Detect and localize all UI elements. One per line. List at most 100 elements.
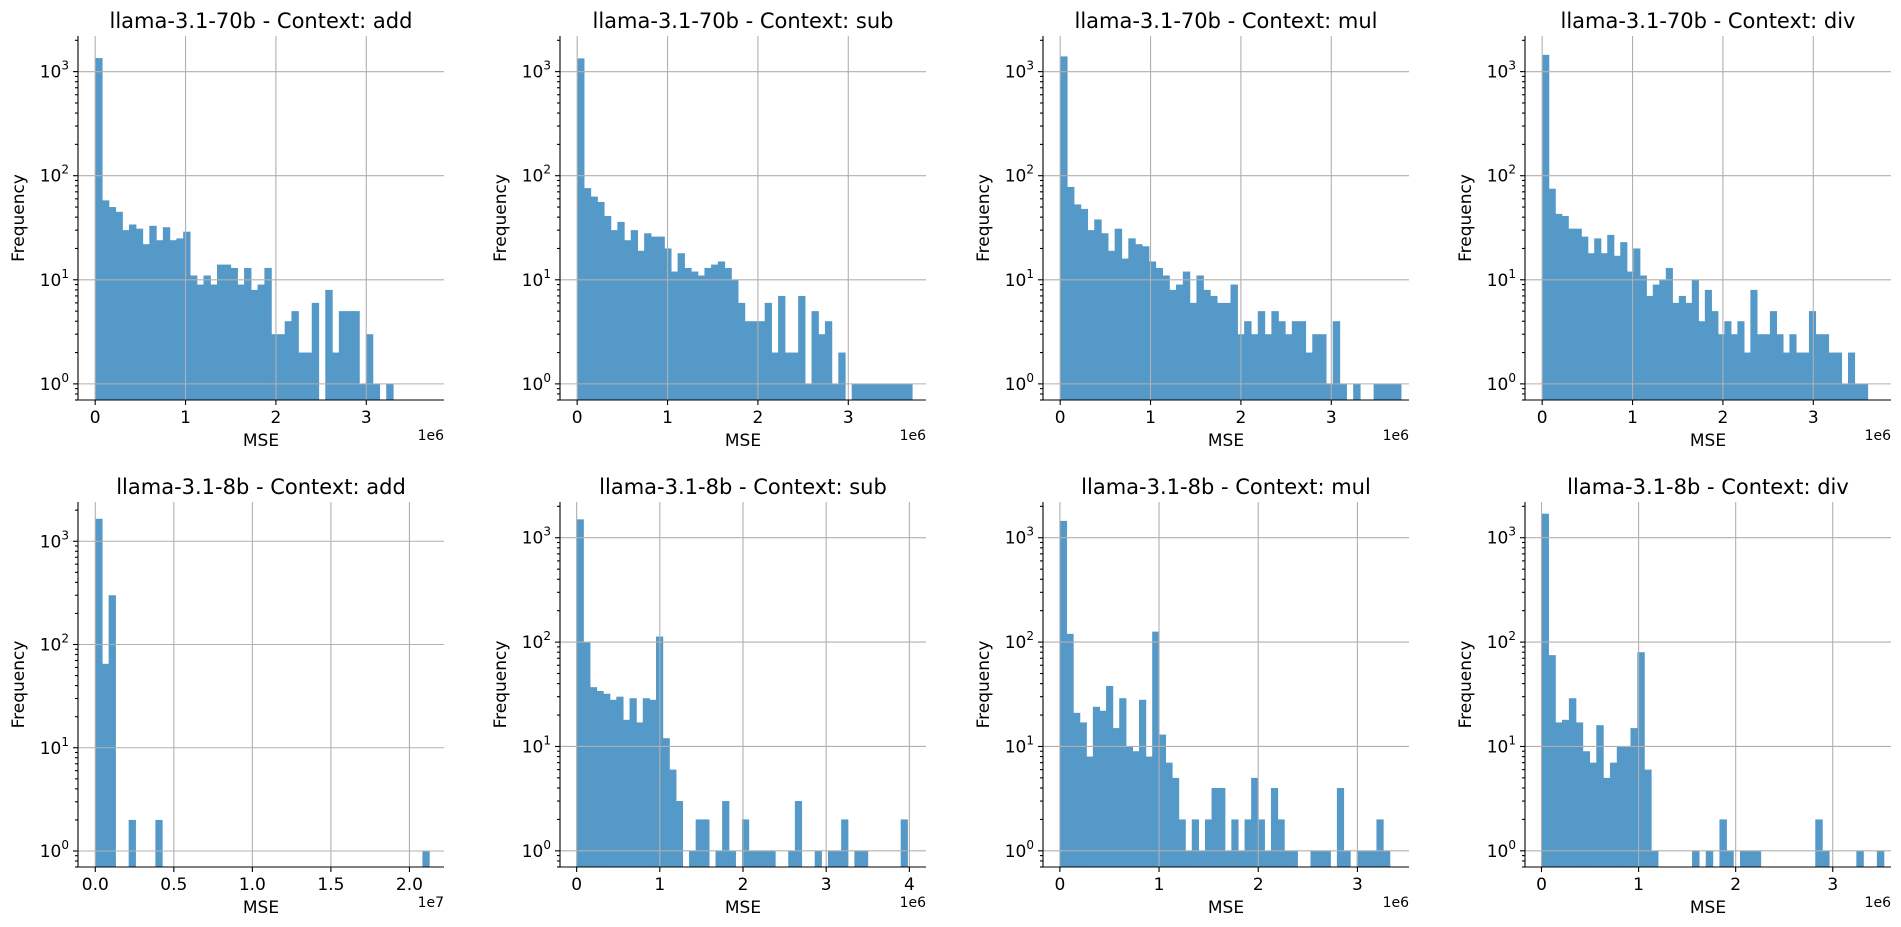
histogram-bar [794, 801, 803, 867]
histogram-bar [1542, 54, 1550, 401]
x-axis-label: MSE [725, 431, 761, 451]
histogram-bar [101, 200, 110, 400]
histogram-bar [1218, 787, 1226, 867]
y-tick-label: 103 [40, 528, 69, 552]
histogram-bar [1257, 819, 1265, 867]
histogram-bar [1637, 652, 1645, 867]
histogram-bar [1121, 258, 1129, 400]
histogram-bar [95, 58, 103, 400]
histogram-bar [128, 819, 136, 867]
histogram-bar [784, 352, 793, 400]
histogram-bar [1719, 819, 1727, 867]
histogram-bar [1231, 819, 1239, 867]
histogram-bar [1185, 850, 1193, 867]
x-tick-label: 0 [1055, 408, 1066, 428]
histogram-bar [677, 253, 685, 400]
histogram-bar [1223, 302, 1232, 400]
histogram-bar [1080, 208, 1089, 400]
histogram-bar [669, 769, 677, 867]
histogram-bar [731, 279, 739, 400]
histogram-bar [305, 352, 313, 400]
y-tick-label: 102 [1487, 163, 1516, 187]
x-axis-label: MSE [243, 431, 279, 451]
y-axis-label: Frequency [974, 174, 994, 262]
y-tick-label: 102 [1005, 163, 1034, 187]
histogram-bar [603, 693, 611, 867]
histogram-bar [1672, 302, 1680, 400]
histogram-bar [1356, 850, 1364, 867]
histogram-bar [1264, 850, 1272, 867]
histogram-bar [1763, 334, 1771, 400]
y-tick-label: 102 [40, 632, 69, 656]
histogram-bar [1244, 321, 1252, 400]
y-tick-label: 101 [1487, 267, 1516, 291]
histogram-bar [1685, 302, 1693, 400]
histogram-bar [1776, 334, 1784, 400]
histogram-bar [169, 240, 177, 400]
histogram-bar [223, 264, 232, 400]
histogram-bar [1876, 850, 1885, 867]
histogram-bar [1264, 334, 1273, 400]
histogram-bar [332, 352, 340, 400]
histogram-bar [217, 264, 225, 400]
histogram-bar [1659, 279, 1667, 400]
histogram-bar [791, 352, 799, 400]
histogram-bar [583, 642, 591, 867]
histogram-bar [778, 295, 786, 400]
histogram-bar [1739, 850, 1748, 867]
x-tick-label: 0.5 [160, 875, 187, 895]
histogram-bar [1594, 238, 1602, 400]
x-axis-offset: 1e6 [418, 428, 445, 444]
histogram-bar [1750, 289, 1758, 400]
x-tick-label: 3 [1808, 408, 1819, 428]
histogram-bar [386, 383, 394, 400]
histogram-bar [1548, 188, 1556, 400]
histogram-bar [1802, 352, 1810, 400]
histogram-bar [1237, 850, 1246, 867]
histogram-bar [1730, 334, 1738, 400]
histogram-bar [1613, 255, 1621, 400]
histogram-bar [1609, 762, 1618, 867]
x-tick-label: 0 [1054, 875, 1065, 895]
y-tick-label: 101 [1005, 267, 1034, 291]
histogram-bar [1705, 850, 1714, 867]
histogram-bar [1336, 787, 1345, 867]
histogram-bar [755, 850, 763, 867]
histogram-bar [1128, 238, 1136, 400]
y-tick-label: 103 [522, 59, 551, 83]
histogram-bar [1203, 289, 1211, 400]
histogram-bar [751, 321, 759, 400]
histogram-bar [1756, 334, 1764, 400]
x-tick-label: 1 [1627, 408, 1638, 428]
histogram-bar [704, 267, 712, 400]
histogram-bar [670, 271, 679, 400]
histogram-bar [1596, 725, 1604, 867]
histogram-bar [827, 850, 836, 867]
histogram-bar [691, 271, 699, 400]
histogram-bar [1196, 275, 1204, 400]
histogram-bar [1753, 850, 1762, 867]
chart-title: llama-3.1-70b - Context: sub [593, 9, 894, 33]
x-tick-label: 2 [738, 875, 749, 895]
histogram-bar [744, 321, 752, 400]
histogram-bar [1298, 321, 1307, 400]
histogram-bar [1285, 334, 1293, 400]
histogram-bar [1317, 850, 1325, 867]
chart-panel-7: 0 1 2 3 100 101 102 103 llama-3.1-8b - Context: … [974, 475, 1409, 918]
chart-title: llama-3.1-70b - Context: mul [1074, 9, 1377, 33]
y-tick-label: 100 [1487, 371, 1516, 395]
histogram-bar [271, 334, 279, 400]
histogram-bar [1343, 850, 1351, 867]
histogram-bar [649, 699, 657, 867]
histogram-bar [1277, 819, 1285, 867]
histogram-bar [1251, 777, 1259, 867]
histogram-bar [1568, 698, 1577, 867]
histogram-bar [851, 383, 860, 400]
chart-panel-1: 0 1 2 3 100 101 102 103 llama-3.1-70b - Context:… [9, 9, 444, 451]
histogram-bar [761, 850, 770, 867]
histogram-bar [1224, 850, 1232, 867]
histogram-bar [878, 383, 886, 400]
y-tick-label: 103 [40, 59, 69, 83]
histogram-bar [622, 719, 631, 867]
